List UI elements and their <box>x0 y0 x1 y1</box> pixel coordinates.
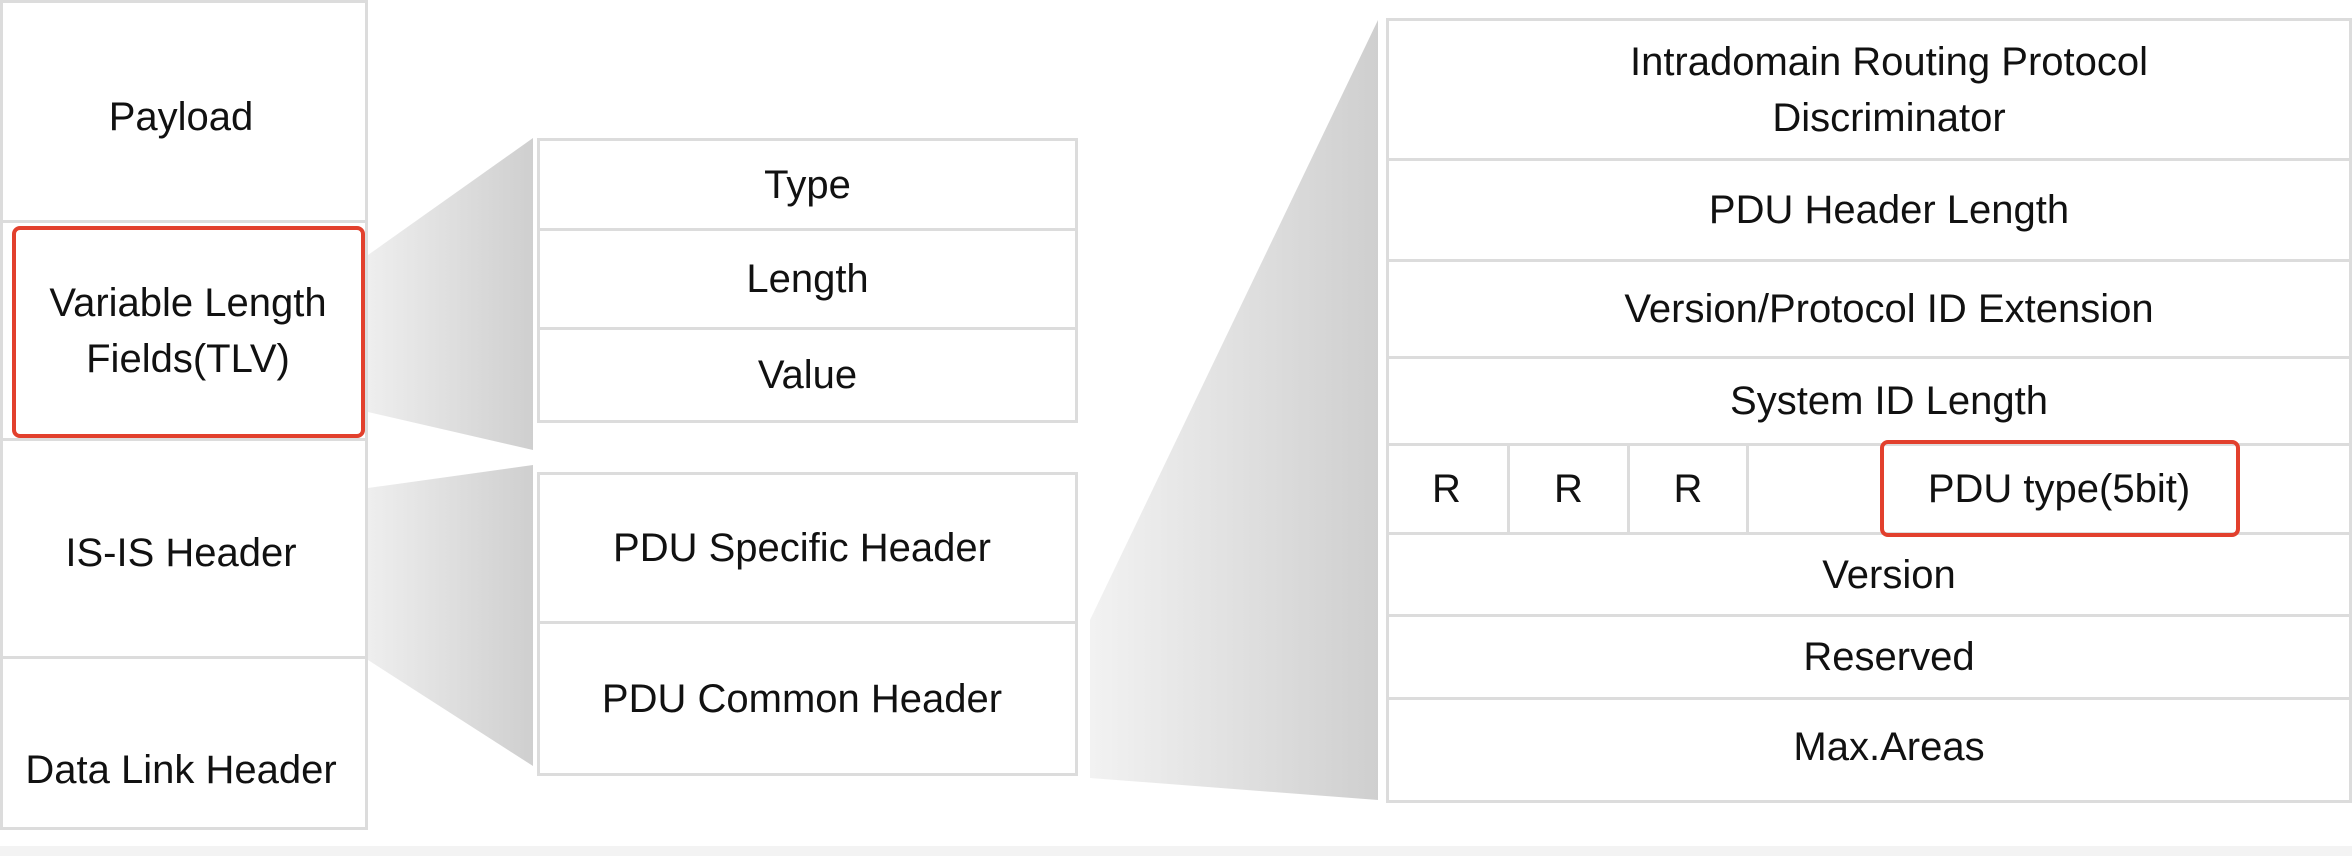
pdu-type-highlight <box>1880 440 2240 537</box>
divider <box>0 220 368 223</box>
max-areas-field: Max.Areas <box>1793 725 1985 769</box>
reserved-field: Reserved <box>1803 635 1975 679</box>
reserved-bit-r2: R <box>1554 467 1583 511</box>
divider <box>537 228 1078 231</box>
tlv-highlight <box>12 226 365 438</box>
isis-header-connector <box>368 465 533 766</box>
irpd-field: Intradomain Routing Protocol Discriminat… <box>1629 40 2149 140</box>
packet-stack <box>0 0 368 830</box>
reserved-bit-r1: R <box>1432 467 1461 511</box>
system-id-length-field: System ID Length <box>1730 379 2048 423</box>
divider <box>1386 158 2352 161</box>
pdu-type-field: PDU type(5bit) <box>1927 467 2191 511</box>
pdu-header-length-field: PDU Header Length <box>1708 188 2070 232</box>
divider <box>1386 259 2352 262</box>
divider <box>0 656 368 659</box>
divider <box>537 621 1078 624</box>
isis-header-label: IS-IS Header <box>65 531 297 575</box>
divider <box>1386 697 2352 700</box>
bottom-rule <box>0 846 2352 856</box>
tlv-label: Variable Length Fields(TLV) <box>49 281 327 381</box>
divider <box>537 327 1078 330</box>
payload-label: Payload <box>108 95 254 139</box>
bit-divider <box>1627 443 1630 535</box>
divider <box>1386 532 2352 535</box>
bit-divider <box>1507 443 1510 535</box>
tlv-connector <box>368 138 533 450</box>
bit-divider <box>1746 443 1749 535</box>
reserved-bit-r3: R <box>1673 467 1703 511</box>
version-field: Version <box>1822 552 1956 597</box>
version-protocol-id-extension-field: Version/Protocol ID Extension <box>1624 287 2154 331</box>
pdu-specific-header: PDU Specific Header <box>613 526 991 570</box>
tlv-value: Value <box>757 353 858 397</box>
divider <box>0 438 368 441</box>
tlv-fields-box <box>537 138 1078 423</box>
divider <box>1386 443 2352 446</box>
common-header-connector <box>1090 20 1378 800</box>
pdu-common-header: PDU Common Header <box>601 677 1003 721</box>
data-link-header-label: Data Link Header <box>25 748 337 792</box>
common-header-fields-box <box>1386 18 2352 803</box>
tlv-type: Type <box>764 162 851 207</box>
tlv-length: Length <box>746 257 869 301</box>
isis-header-box <box>537 472 1078 776</box>
divider <box>1386 614 2352 617</box>
divider <box>1386 356 2352 359</box>
